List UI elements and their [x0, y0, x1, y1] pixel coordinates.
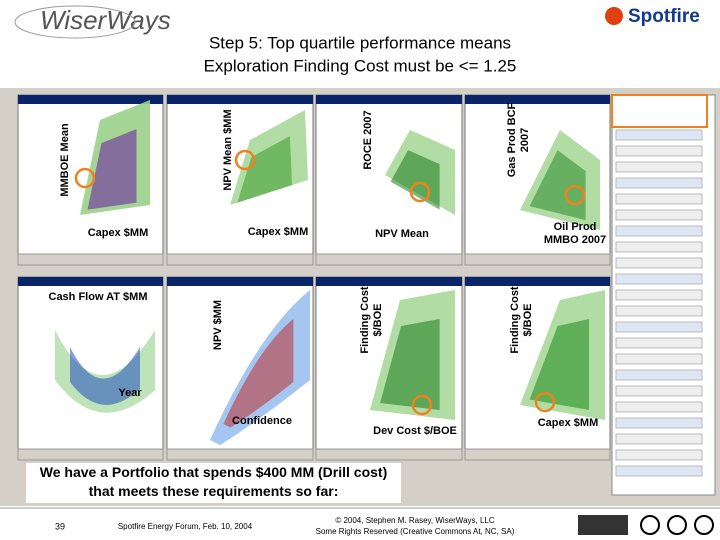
- page-number: 39: [55, 521, 65, 531]
- panel-toolbar: [166, 448, 314, 461]
- x-axis-label: Capex $MM: [248, 226, 309, 238]
- y-axis-label: ROCE 2007: [362, 110, 374, 169]
- panel-titlebar: [316, 277, 462, 286]
- y-axis-label: Cash Flow AT $MM: [49, 291, 148, 303]
- query-row: [615, 401, 703, 413]
- query-row: [615, 257, 703, 269]
- caption: We have a Portfolio that spends $400 MM …: [26, 463, 401, 503]
- x-axis-label: Confidence: [232, 415, 292, 427]
- x-axis-label: Year: [118, 387, 142, 399]
- panel-toolbar: [17, 448, 164, 461]
- panel-toolbar: [166, 253, 314, 266]
- x-axis-label: MMBO 2007: [544, 234, 606, 246]
- logo-ring: [14, 5, 136, 39]
- y-axis-label: NPV Mean $MM: [222, 109, 234, 190]
- panel-titlebar: [167, 95, 313, 104]
- query-row: [615, 353, 703, 365]
- panel-titlebar: [465, 277, 610, 286]
- x-axis-label: Oil Prod: [554, 221, 597, 233]
- by-icon: [640, 515, 660, 535]
- selected-points: [237, 136, 292, 203]
- brand-icon: [605, 7, 623, 25]
- query-row: [615, 177, 703, 189]
- panel-titlebar: [465, 95, 610, 104]
- query-row: [615, 369, 703, 381]
- event: Spotfire Energy Forum, Feb. 10, 2004: [118, 522, 253, 531]
- title-line: Exploration Finding Cost must be <= 1.25: [204, 56, 517, 75]
- panel-titlebar: [167, 277, 313, 286]
- highlight-circle: [411, 394, 433, 416]
- highlight-circle: [534, 391, 556, 413]
- copyright: © 2004, Stephen M. Rasey, WiserWays, LLC: [335, 516, 495, 525]
- query-row: [615, 465, 703, 477]
- brand: Spotfire: [628, 6, 700, 27]
- query-row: [615, 449, 703, 461]
- query-row: [615, 241, 703, 253]
- panel-toolbar: [464, 448, 611, 461]
- panel-titlebar: [18, 277, 163, 286]
- logo: WiserWays: [40, 5, 171, 35]
- y-axis-label: $/BOE: [372, 303, 384, 336]
- query-row: [615, 305, 703, 317]
- selected-points: [380, 319, 440, 411]
- x-axis-label: Dev Cost $/BOE: [373, 425, 457, 437]
- panel-toolbar: [315, 448, 463, 461]
- query-row: [615, 129, 703, 141]
- y-axis-label: Finding Cost: [359, 286, 371, 354]
- panel-toolbar: [315, 253, 463, 266]
- cc-badge: [578, 515, 628, 535]
- query-row: [615, 289, 703, 301]
- y-axis-label: Gas Prod BCF: [506, 102, 518, 177]
- y-axis-label: NPV $MM: [212, 300, 224, 350]
- highlight-circle: [409, 181, 431, 203]
- panel-titlebar: [18, 95, 163, 104]
- y-axis-label: 2007: [519, 128, 531, 152]
- query-row: [615, 337, 703, 349]
- selected-points: [87, 129, 137, 210]
- panel-toolbar: [464, 253, 611, 266]
- selected-points: [529, 319, 590, 411]
- highlight-circle: [564, 184, 586, 206]
- highlight-box: [611, 94, 708, 128]
- query-rows: [615, 129, 703, 477]
- query-row: [615, 209, 703, 221]
- query-row: [615, 385, 703, 397]
- x-axis-label: NPV Mean: [375, 228, 429, 240]
- license: Some Rights Reserved (Creative Commons A…: [316, 527, 515, 536]
- title-line: Step 5: Top quartile performance means: [209, 33, 511, 52]
- nc-icon: [667, 515, 687, 535]
- x-axis-label: Capex $MM: [88, 227, 149, 239]
- y-axis-label: Finding Cost: [509, 286, 521, 354]
- panel-toolbar: [17, 253, 164, 266]
- query-row: [615, 225, 703, 237]
- panel-titlebar: [316, 95, 462, 104]
- query-row: [615, 433, 703, 445]
- query-row: [615, 321, 703, 333]
- highlight-circle: [234, 149, 256, 171]
- x-axis-label: Capex $MM: [538, 417, 599, 429]
- query-row: [615, 145, 703, 157]
- y-axis-label: MMBOE Mean: [59, 123, 71, 197]
- highlight-circle: [74, 167, 96, 189]
- sa-icon: [694, 515, 714, 535]
- query-row: [615, 273, 703, 285]
- query-row: [615, 417, 703, 429]
- selected-points: [70, 347, 140, 405]
- query-row: [615, 161, 703, 173]
- query-row: [615, 193, 703, 205]
- selected-points: [223, 319, 294, 428]
- y-axis-label: $/BOE: [522, 303, 534, 336]
